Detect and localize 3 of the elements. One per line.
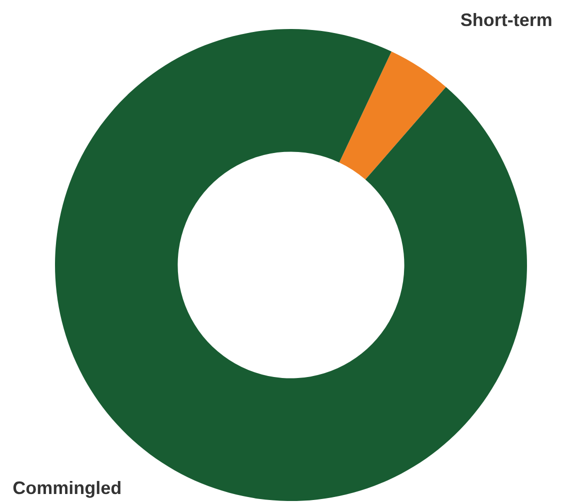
donut-slice (339, 51, 446, 180)
slice-label: Commingled (12, 478, 122, 498)
slice-label: Short-term (460, 10, 552, 30)
